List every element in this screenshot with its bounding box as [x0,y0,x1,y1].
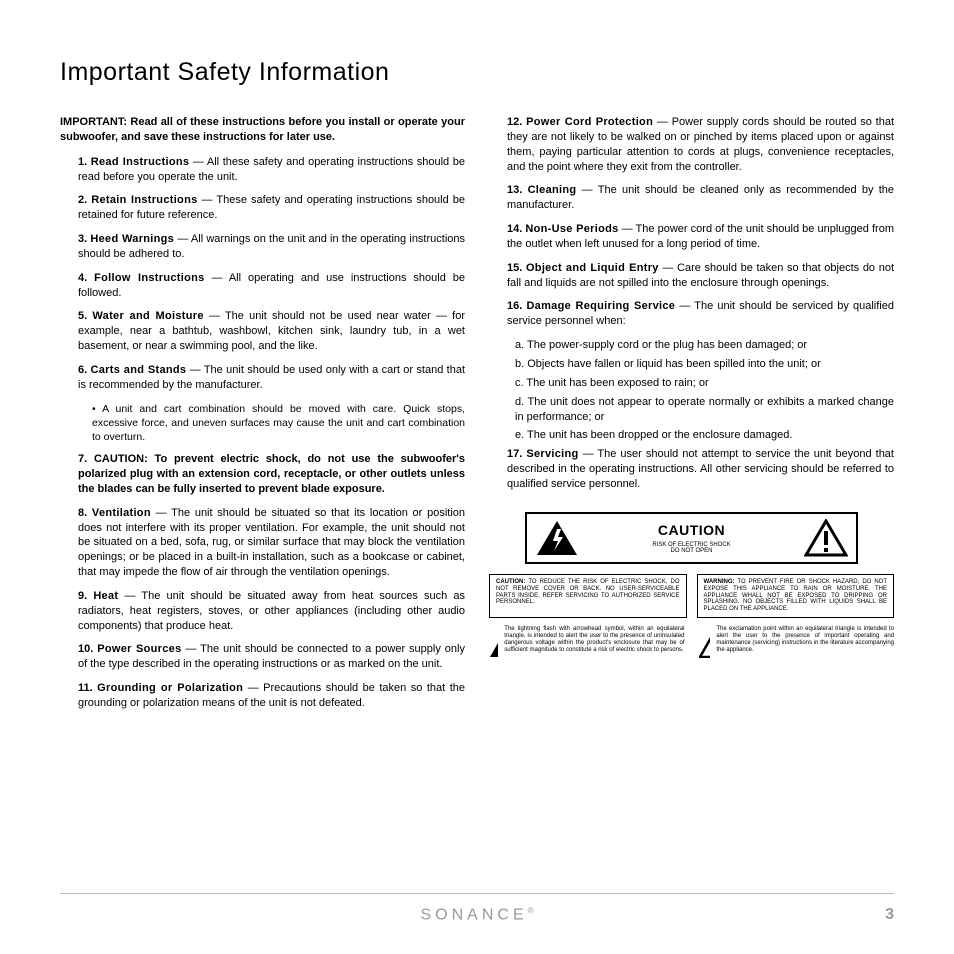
page-footer: SONANCE® 3 [60,893,894,924]
item-text: CAUTION: To prevent electric shock, do n… [78,453,465,495]
sub-letter-item: c. The unit has been exposed to rain; or [489,376,894,391]
right-list-2: 17. Servicing — The user should not atte… [489,447,894,492]
sub-letter-item: a. The power-supply cord or the plug has… [489,338,894,353]
caution-small-text: RISK OF ELECTRIC SHOCK DO NOT OPEN [589,542,794,555]
right-column: 12. Power Cord Protection — Power supply… [489,115,894,720]
page-number: 3 [885,906,894,924]
list-item: 17. Servicing — The user should not atte… [489,447,894,492]
warning-boxes: CAUTION: TO REDUCE THE RISK OF ELECTRIC … [489,574,894,618]
list-item: 6. Carts and Stands — The unit should be… [60,363,465,393]
intro-paragraph: IMPORTANT: Read all of these instruction… [60,115,465,145]
left-list: 1. Read Instructions — All these safety … [60,155,465,393]
caution-center: CAUTION RISK OF ELECTRIC SHOCK DO NOT OP… [589,521,794,555]
item-number: 7. [78,453,87,465]
list-item: 9. Heat — The unit should be situated aw… [60,589,465,634]
item-7-caution: 7. CAUTION: To prevent electric shock, d… [60,452,465,497]
symbol-explanation-row: The lightning flash with arrowhead symbo… [489,626,894,658]
left-list-2: 8. Ventilation — The unit should be situ… [60,506,465,711]
left-column: IMPORTANT: Read all of these instruction… [60,115,465,720]
list-item: 14. Non-Use Periods — The power cord of … [489,222,894,252]
exclamation-triangle-icon [699,626,711,658]
caution-label: CAUTION [589,521,794,540]
list-item: 3. Heed Warnings — All warnings on the u… [60,232,465,262]
lightning-text: The lightning flash with arrowhead symbo… [504,626,684,654]
list-item: 11. Grounding or Polarization — Precauti… [60,681,465,711]
content-columns: IMPORTANT: Read all of these instruction… [60,115,894,720]
list-item: 8. Ventilation — The unit should be situ… [60,506,465,580]
list-item: 2. Retain Instructions — These safety an… [60,193,465,223]
lightning-explanation: The lightning flash with arrowhead symbo… [489,626,685,658]
list-item: 13. Cleaning — The unit should be cleane… [489,183,894,213]
sub-letter-item: e. The unit has been dropped or the encl… [489,428,894,443]
list-item: 16. Damage Requiring Service — The unit … [489,299,894,329]
list-item: 15. Object and Liquid Entry — Care shoul… [489,261,894,291]
right-sublist: a. The power-supply cord or the plug has… [489,338,894,443]
sub-letter-item: d. The unit does not appear to operate n… [489,395,894,425]
caution-heading: CAUTION: [496,579,525,585]
list-item: 5. Water and Moisture — The unit should … [60,309,465,354]
caution-text-box: CAUTION: TO REDUCE THE RISK OF ELECTRIC … [489,574,687,618]
warning-text-box: WARNING: TO PREVENT FIRE OR SHOCK HAZARD… [697,574,895,618]
exclamation-text: The exclamation point within an equilate… [716,626,894,654]
exclamation-explanation: The exclamation point within an equilate… [699,626,895,658]
footer-rule [60,893,894,894]
right-list: 12. Power Cord Protection — Power supply… [489,115,894,329]
page-title: Important Safety Information [60,58,894,87]
warning-heading: WARNING: [704,579,735,585]
intro-prefix: IMPORTANT: [60,116,127,128]
lightning-triangle-icon [489,626,498,658]
lightning-triangle-icon [535,519,579,557]
list-item: 4. Follow Instructions — All operating a… [60,271,465,301]
list-item: 10. Power Sources — The unit should be c… [60,642,465,672]
caution-box: CAUTION RISK OF ELECTRIC SHOCK DO NOT OP… [525,512,858,564]
cart-sub-bullet: • A unit and cart combination should be … [60,402,465,445]
brand-logo: SONANCE® [420,906,533,924]
list-item: 1. Read Instructions — All these safety … [60,155,465,185]
exclamation-triangle-icon [804,519,848,557]
sub-letter-item: b. Objects have fallen or liquid has bee… [489,357,894,372]
footer-content: SONANCE® 3 [60,906,894,924]
list-item: 12. Power Cord Protection — Power supply… [489,115,894,174]
